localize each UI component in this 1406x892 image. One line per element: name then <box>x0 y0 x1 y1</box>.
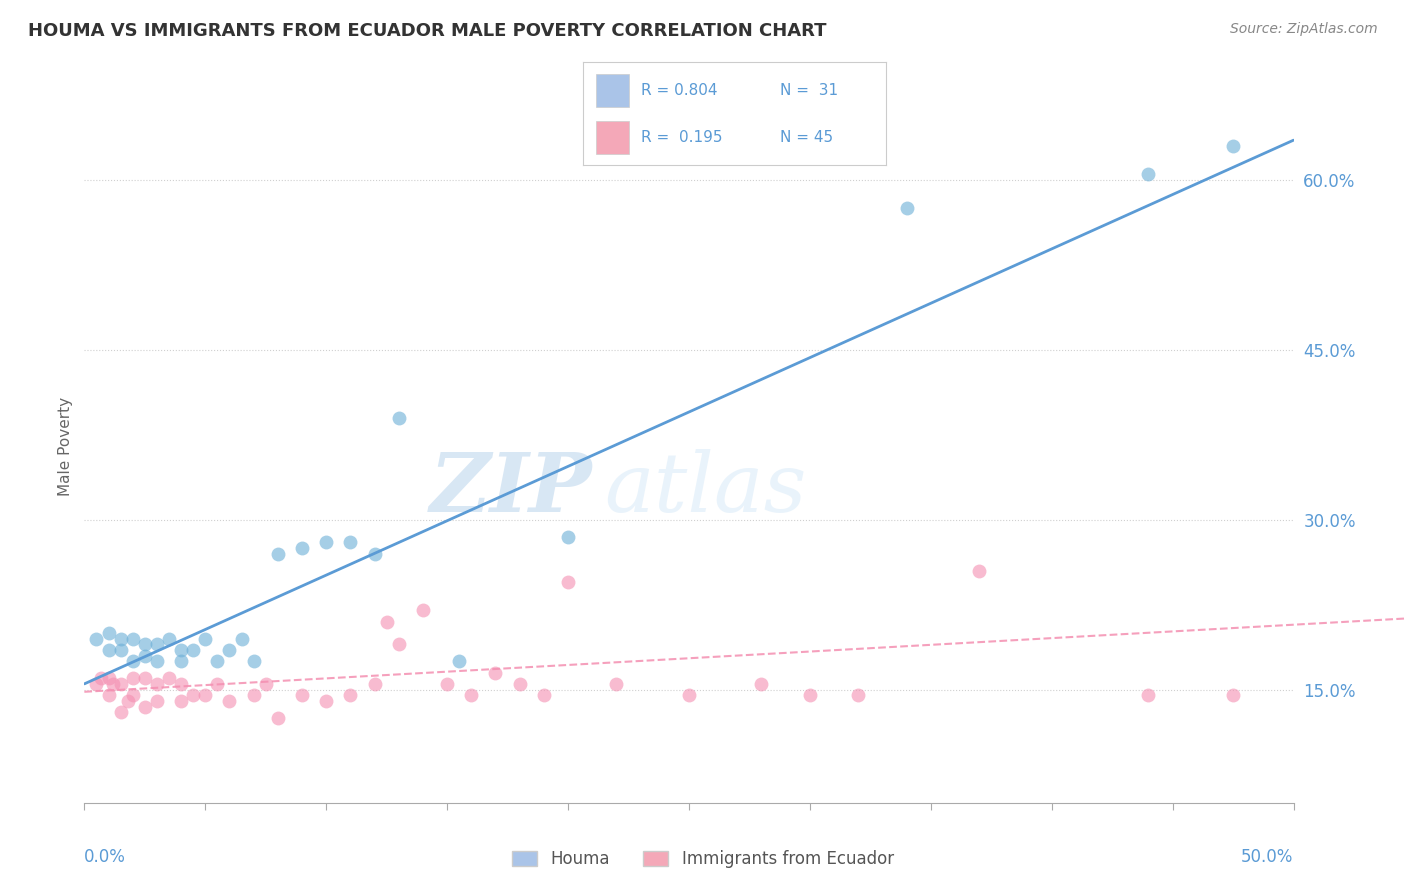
Point <box>291 688 314 702</box>
Point <box>267 547 290 561</box>
Text: HOUMA VS IMMIGRANTS FROM ECUADOR MALE POVERTY CORRELATION CHART: HOUMA VS IMMIGRANTS FROM ECUADOR MALE PO… <box>28 22 827 40</box>
Point <box>967 564 990 578</box>
Point <box>170 677 193 691</box>
Point <box>267 711 290 725</box>
Text: R = 0.804: R = 0.804 <box>641 83 717 97</box>
Point <box>751 677 773 691</box>
Point <box>194 632 217 646</box>
Point <box>363 677 385 691</box>
Point <box>339 535 361 549</box>
Point <box>242 688 264 702</box>
Point <box>146 677 169 691</box>
Point <box>460 688 482 702</box>
Point <box>436 677 458 691</box>
Point <box>170 654 193 668</box>
Point <box>375 615 398 629</box>
Point <box>110 643 132 657</box>
Y-axis label: Male Poverty: Male Poverty <box>58 396 73 496</box>
Bar <box>596 121 628 153</box>
Bar <box>596 74 628 106</box>
Point <box>117 694 139 708</box>
Point <box>799 688 821 702</box>
Point <box>146 694 169 708</box>
Point <box>218 643 240 657</box>
Point <box>97 671 120 685</box>
Point <box>231 632 253 646</box>
Point <box>1137 167 1160 181</box>
Point <box>207 677 229 691</box>
Text: Source: ZipAtlas.com: Source: ZipAtlas.com <box>1230 22 1378 37</box>
Point <box>110 705 132 719</box>
Point <box>194 688 217 702</box>
Point <box>412 603 434 617</box>
Point <box>97 688 120 702</box>
Point <box>86 677 108 691</box>
Point <box>207 654 229 668</box>
Point <box>1222 138 1244 153</box>
Point <box>181 643 204 657</box>
Point <box>449 654 471 668</box>
Point <box>388 637 411 651</box>
Point <box>170 643 193 657</box>
Point <box>896 201 918 215</box>
Point <box>121 688 143 702</box>
Point <box>557 530 579 544</box>
Point <box>103 677 125 691</box>
Point <box>134 699 156 714</box>
Point <box>97 626 120 640</box>
Point <box>315 694 337 708</box>
Point <box>218 694 240 708</box>
Point <box>90 671 112 685</box>
Point <box>146 637 169 651</box>
Point <box>181 688 204 702</box>
Legend: Houma, Immigrants from Ecuador: Houma, Immigrants from Ecuador <box>506 844 900 875</box>
Point <box>134 671 156 685</box>
Point <box>509 677 531 691</box>
Point <box>134 637 156 651</box>
Point <box>1137 688 1160 702</box>
Point <box>121 632 143 646</box>
Text: ZIP: ZIP <box>430 449 592 529</box>
Point <box>339 688 361 702</box>
Point <box>363 547 385 561</box>
Point <box>1222 688 1244 702</box>
Point <box>97 643 120 657</box>
Point <box>315 535 337 549</box>
Point <box>157 671 180 685</box>
Point <box>846 688 869 702</box>
Point <box>86 632 108 646</box>
Point <box>110 677 132 691</box>
Point <box>678 688 700 702</box>
Text: N =  31: N = 31 <box>780 83 838 97</box>
Point <box>254 677 277 691</box>
Point <box>291 541 314 555</box>
Point <box>388 410 411 425</box>
Point <box>533 688 555 702</box>
Text: N = 45: N = 45 <box>780 130 834 145</box>
Text: 50.0%: 50.0% <box>1241 848 1294 866</box>
Point <box>110 632 132 646</box>
Point <box>121 654 143 668</box>
Point <box>121 671 143 685</box>
Point <box>170 694 193 708</box>
Point <box>146 654 169 668</box>
Point <box>557 574 579 589</box>
Point <box>157 632 180 646</box>
Point <box>605 677 627 691</box>
Text: atlas: atlas <box>605 449 807 529</box>
Point <box>484 665 506 680</box>
Point <box>242 654 264 668</box>
Point <box>134 648 156 663</box>
Text: 0.0%: 0.0% <box>84 848 127 866</box>
Text: R =  0.195: R = 0.195 <box>641 130 723 145</box>
